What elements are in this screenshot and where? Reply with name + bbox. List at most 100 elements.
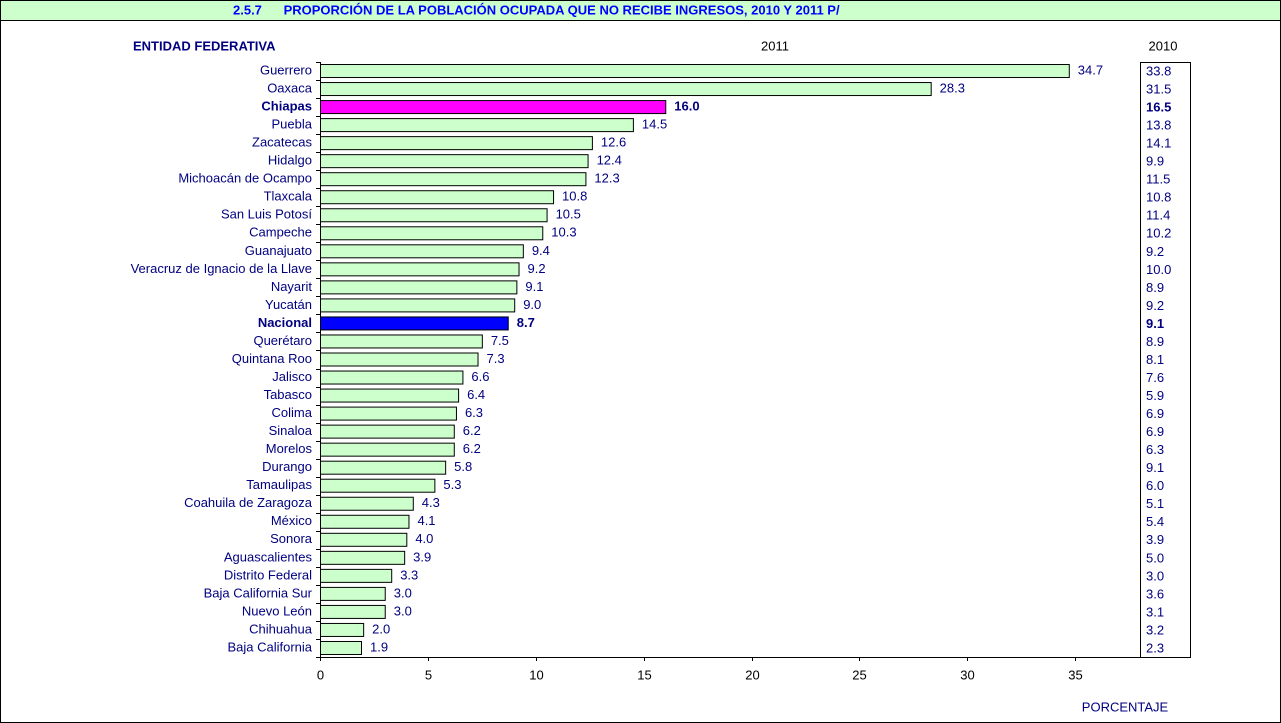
table-value: 7.6 [1146,370,1164,385]
category-label: Sonora [270,531,313,546]
value-label: 9.4 [532,243,550,258]
table-value: 11.5 [1146,172,1170,187]
table-value: 3.2 [1146,622,1164,637]
bar [320,136,593,151]
table-value: 10.8 [1146,190,1171,205]
value-label: 6.3 [465,405,483,420]
category-label: Guerrero [260,62,312,77]
bar [320,550,406,565]
category-label: Querétaro [253,333,312,348]
value-label: 12.6 [601,135,626,150]
table-value: 10.0 [1146,262,1171,277]
table-value: 5.0 [1146,550,1164,565]
x-tick-label: 20 [745,667,759,682]
category-label: Guanajuato [245,243,312,258]
value-label: 7.5 [491,333,509,348]
value-label: 3.9 [413,549,431,564]
bar [320,244,524,259]
category-label: Durango [262,459,312,474]
category-label: Coahuila de Zaragoza [184,495,313,510]
value-label: 4.0 [415,531,433,546]
category-label: Tlaxcala [264,189,313,204]
category-label: Chiapas [261,99,312,114]
value-label: 7.3 [487,351,505,366]
table-value: 5.9 [1146,388,1164,403]
category-label: Baja California [227,639,312,654]
table-value: 3.6 [1146,586,1164,601]
x-tick-label: 0 [317,667,324,682]
category-label: Aguascalientes [224,549,313,564]
category-label: Jalisco [272,369,312,384]
x-tick-label: 10 [529,667,543,682]
value-label: 3.0 [394,585,412,600]
table-value: 9.9 [1146,154,1164,169]
category-label: Nacional [258,315,312,330]
value-label: 4.3 [422,495,440,510]
x-tick-label: 5 [425,667,432,682]
value-label: 6.2 [463,423,481,438]
value-label: 10.8 [562,189,587,204]
bar [320,622,365,637]
table-value: 8.9 [1146,334,1164,349]
category-label: Yucatán [265,297,312,312]
bar [320,388,460,403]
value-label: 9.0 [523,297,541,312]
bar [320,424,455,439]
bar [320,478,436,493]
table-value: 9.1 [1146,316,1164,331]
value-label: 8.7 [517,315,535,330]
table-value: 3.9 [1146,532,1164,547]
category-label: Colima [272,405,313,420]
table-value: 9.2 [1146,298,1164,313]
bar [320,262,520,277]
x-tick-label: 25 [852,667,866,682]
category-label: Morelos [266,441,313,456]
value-label: 2.0 [372,621,390,636]
bar [320,442,455,457]
bar [320,334,483,349]
category-label: Nayarit [271,279,313,294]
value-label: 9.2 [528,261,546,276]
table-value: 3.0 [1146,568,1164,583]
bar [320,226,544,241]
bar [320,118,634,133]
category-label: Baja California Sur [204,585,313,600]
category-label: Sinaloa [269,423,313,438]
bar [320,406,457,421]
category-header: ENTIDAD FEDERATIVA [133,38,276,53]
category-label: Tamaulipas [246,477,312,492]
value-label: 3.3 [400,567,418,582]
category-label: Veracruz de Ignacio de la Llave [131,261,312,276]
category-label: San Luis Potosí [221,207,312,222]
value-label: 10.3 [551,225,576,240]
value-label: 5.8 [454,459,472,474]
x-tick-label: 35 [1068,667,1082,682]
category-label: Nuevo León [242,603,312,618]
value-label: 6.2 [463,441,481,456]
bar [320,190,555,205]
table-box [1140,62,1191,658]
bar [320,316,509,331]
value-label: 5.3 [443,477,461,492]
table-value: 6.0 [1146,478,1164,493]
x-tick-label: 15 [637,667,651,682]
value-label: 12.3 [594,171,619,186]
value-label: 16.0 [674,99,699,114]
table-value: 3.1 [1146,604,1164,619]
table-value: 14.1 [1146,136,1171,151]
bar [320,532,408,547]
table-value: 33.8 [1146,63,1171,78]
table-value: 11.4 [1146,208,1170,223]
table-value: 8.1 [1146,352,1164,367]
category-label: Oaxaca [267,80,313,95]
table-value: 31.5 [1146,81,1171,96]
table-value: 5.1 [1146,496,1164,511]
table-value: 9.1 [1146,460,1164,475]
bar [320,208,548,223]
bar [320,100,667,115]
value-label: 12.4 [597,153,622,168]
bar [320,586,386,601]
bar [320,154,589,169]
series-header: 2011 [761,38,789,53]
